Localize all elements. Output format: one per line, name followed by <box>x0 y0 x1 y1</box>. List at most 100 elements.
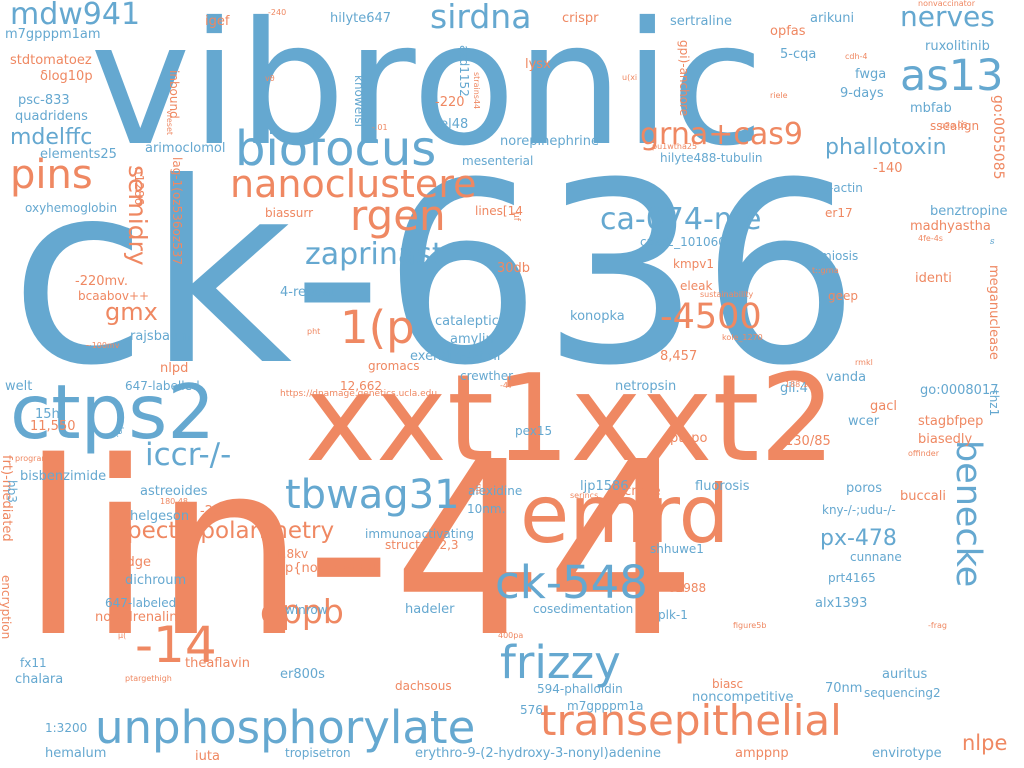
cloud-word-elements25: elements25 <box>40 147 117 162</box>
cloud-word-ccrepe: ccrepe <box>617 484 661 499</box>
cloud-word-mdelffc: mdelffc <box>10 125 93 150</box>
cloud-word-pins: pins <box>10 152 93 198</box>
cloud-word-px-478: px-478 <box>820 526 897 551</box>
cloud-word-gacl: gacl <box>870 399 897 414</box>
cloud-word-theaflavin: theaflavin <box>185 656 250 671</box>
cloud-word-auritus: auritus <box>882 667 928 682</box>
cloud-word-pht: pht <box>307 327 321 336</box>
cloud-word-hb3: hb3 <box>5 480 19 503</box>
cloud-word-gii-4: gii.4 <box>780 381 808 396</box>
cloud-word-pu1wtha25: pu1wtha25 <box>652 142 698 151</box>
cloud-word-emrd: emrd <box>520 468 730 561</box>
cloud-word-kmpv1: kmpv1 <box>673 257 714 271</box>
cloud-word-180-48: 180.48 <box>160 497 188 506</box>
cloud-word-100mv: ~100mv <box>85 341 120 350</box>
cloud-word-psc-833: psc-833 <box>18 93 70 108</box>
cloud-word-1-p: 1(p <box>340 301 415 354</box>
cloud-word-u-xi: u(xi <box>622 73 638 82</box>
cloud-word-arimoclomol: arimoclomol <box>145 141 226 156</box>
cloud-word-cpar2-101060: cpar2_101060 <box>640 235 726 249</box>
cloud-word-quadridens: quadridens <box>15 109 88 124</box>
cloud-word-8-457: 8,457 <box>660 349 698 364</box>
cloud-word-encryption: encryption <box>0 575 13 640</box>
cloud-word-vreset: vreset <box>165 110 174 135</box>
cloud-word-cataleptic: cataleptic <box>435 314 499 329</box>
cloud-word-594-phalloidin: 594-phalloidin <box>537 682 623 696</box>
cloud-word-as13: as13 <box>900 51 1004 101</box>
cloud-word-01: -.01 <box>372 123 388 132</box>
cloud-word-xxt1xxt2: xxt1xxt2 <box>305 350 836 489</box>
cloud-word-geep: geep <box>828 289 858 303</box>
cloud-word-f-actin: f)-actin <box>820 181 863 195</box>
cloud-word-cosedimentation: cosedimentation <box>533 602 634 616</box>
cloud-word-bisbenzimide: bisbenzimide <box>20 469 107 484</box>
cloud-word-plk-1: plk-1 <box>658 608 688 622</box>
cloud-word-10nm: 10nm. <box>467 502 506 516</box>
cloud-word-thz1: thz1 <box>987 390 1001 417</box>
cloud-word-er800s: er800s <box>280 667 325 682</box>
cloud-word-647-labelled: 647-labelled <box>125 379 200 393</box>
cloud-word-miosis: miosis <box>820 249 859 263</box>
cloud-word-ada: ada. <box>114 418 124 438</box>
cloud-word-azd1152: azd1152 <box>457 45 471 97</box>
cloud-word-knowelsi: knowelsi <box>352 75 366 128</box>
cloud-word-amylin: amylin <box>450 332 494 347</box>
cloud-word-biasc: biasc <box>712 677 744 691</box>
cloud-word-konopka: konopka <box>570 309 625 324</box>
cloud-word-pex15: pex15 <box>515 424 553 438</box>
cloud-word-15h: 15h <box>35 407 60 422</box>
cloud-word-mesenterial: mesenterial <box>462 154 534 168</box>
cloud-word-oxyhemoglobin: oxyhemoglobin <box>25 201 118 215</box>
cloud-word-220: -220 <box>435 95 465 110</box>
cloud-word-madhyastha: madhyastha <box>910 219 991 234</box>
cloud-word-t-grna: t::grna <box>812 266 839 275</box>
cloud-word-eleak: eleak <box>680 279 713 293</box>
cloud-word-alx1393: alx1393 <box>815 596 868 611</box>
cloud-word-gromacs: gromacs <box>368 359 420 373</box>
cloud-word-ssealign: ssealign <box>930 119 980 133</box>
cloud-word-immunoactivating: immunoactivating <box>365 527 474 541</box>
cloud-word-nonvaccinator: nonvaccinator <box>918 0 975 8</box>
cloud-word-cdh-4: cdh-4 <box>845 52 868 61</box>
cloud-word-188-1: 188.1 <box>785 380 808 389</box>
cloud-word-erythro-9-2-hydroxy-3-nonyl-adenine: erythro-9-(2-hydroxy-3-nonyl)adenine <box>415 746 662 761</box>
cloud-word-frag: -frag <box>928 621 947 630</box>
cloud-word-offinder: offinder <box>908 449 939 458</box>
cloud-word-wcer: wcer <box>848 414 880 429</box>
cloud-word-14: -14 <box>135 616 217 674</box>
cloud-word-stdtomatoez: stdtomatoez <box>10 53 92 68</box>
cloud-word-alexidine: alexidine <box>468 484 523 498</box>
cloud-word-4-repeat: 4-repeat <box>280 285 336 300</box>
cloud-word-dachsous: dachsous <box>395 679 452 693</box>
cloud-word-riele: riele <box>770 91 788 100</box>
cloud-word-sequencing2: sequencing2 <box>864 686 941 700</box>
cloud-word-11-550: 11,550 <box>30 419 76 434</box>
cloud-word-mbfab: mbfab <box>910 101 952 116</box>
cloud-word-welt: welt <box>5 379 33 394</box>
cloud-word-nlpd: nlpd <box>160 361 189 376</box>
cloud-word-130-85: 130/85 <box>785 434 831 449</box>
cloud-word-helgeson: helgeson <box>130 509 190 524</box>
cloud-word-program16: program16 <box>15 454 60 463</box>
cloud-word-f: μf <box>511 212 521 221</box>
cloud-word-vibronic: vibronic <box>90 0 765 184</box>
cloud-word-v: vθ <box>265 74 275 83</box>
cloud-word-ptopo: ptopo <box>670 431 708 446</box>
cloud-word-hadeler: hadeler <box>405 602 455 617</box>
cloud-word-cunnane: cunnane <box>850 550 902 564</box>
cloud-word-m7gpppm1a: m7gpppm1a <box>567 699 644 713</box>
cloud-word-biassurr: biassurr <box>265 206 314 220</box>
cloud-word-lysx: lysx <box>525 57 551 72</box>
cloud-word-mdw941: mdw941 <box>10 0 141 32</box>
cloud-word-240: -240 <box>268 8 287 17</box>
cloud-word-amppnp: amppnp <box>735 746 789 761</box>
cloud-word-arikuni: arikuni <box>810 11 855 26</box>
cloud-word-fwga: fwga <box>855 67 887 82</box>
cloud-word-dppb: dppb <box>260 592 344 631</box>
cloud-word-kny-udu: kny-/-;udu-/- <box>822 503 896 517</box>
cloud-word-m7gpppm1am: m7gpppm1am <box>5 27 101 42</box>
cloud-word-symbol: 𝑠 <box>990 237 995 247</box>
cloud-word-lin-44: lin-44 <box>20 410 698 690</box>
cloud-word-hemalum: hemalum <box>45 746 107 761</box>
